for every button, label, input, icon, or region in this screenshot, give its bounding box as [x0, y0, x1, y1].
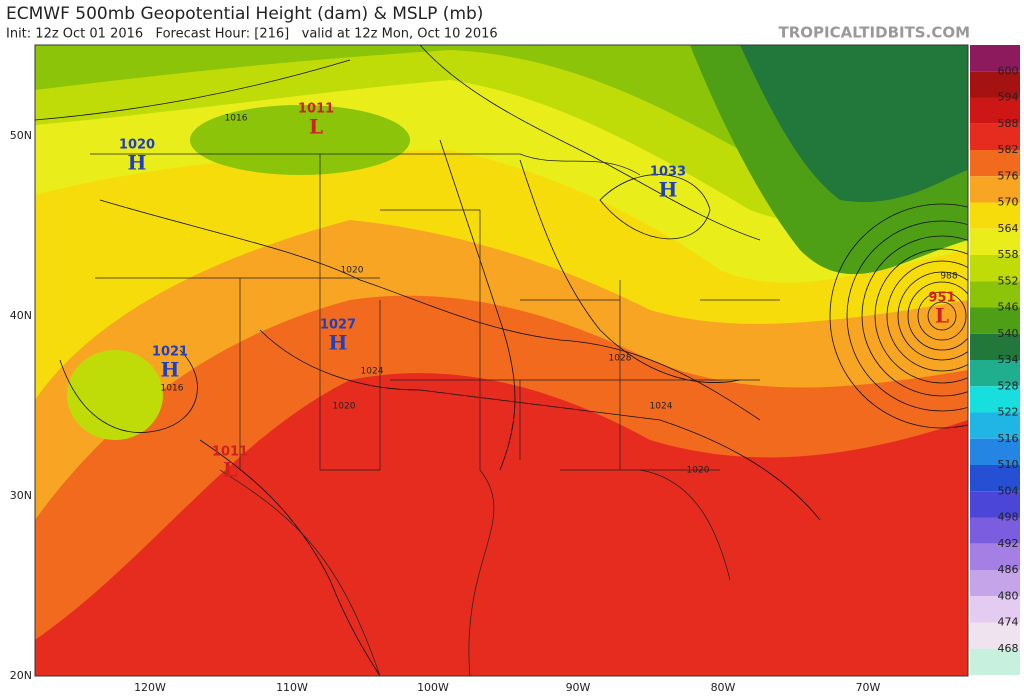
- contour-label: 1020: [333, 402, 356, 412]
- colorbar-label: 600: [998, 64, 1019, 77]
- colorbar-swatch: [970, 543, 1020, 570]
- title: ECMWF 500mb Geopotential Height (dam) & …: [6, 4, 483, 24]
- colorbar-swatch: [970, 360, 1020, 387]
- colorbar-swatch: [970, 202, 1020, 229]
- colorbar-swatch: [970, 570, 1020, 597]
- lon-label: 120W: [134, 681, 166, 694]
- contour-label: 1016: [225, 114, 248, 124]
- colorbar-label: 576: [998, 169, 1019, 182]
- colorbar-swatch: [970, 491, 1020, 518]
- pressure-value: 1011: [212, 445, 248, 460]
- blob-564: [67, 350, 163, 440]
- colorbar-label: 546: [998, 301, 1019, 314]
- contour-label: 1020: [341, 266, 364, 276]
- pressure-letter: H: [128, 151, 147, 175]
- colorbar-swatch: [970, 412, 1020, 439]
- pressure-letter: L: [223, 458, 237, 482]
- pressure-value: 951: [928, 291, 955, 306]
- pressure-letter: L: [935, 304, 949, 328]
- colorbar-swatch: [970, 255, 1020, 282]
- lat-label: 50N: [10, 129, 32, 142]
- lon-label: 110W: [276, 681, 308, 694]
- lon-label: 70W: [856, 681, 881, 694]
- colorbar-label: 582: [998, 143, 1019, 156]
- colorbar-swatch: [970, 150, 1020, 177]
- pressure-value: 1027: [320, 318, 356, 333]
- colorbar-label: 510: [998, 458, 1019, 471]
- pressure-value: 1033: [650, 165, 686, 180]
- contour-label: 1024: [361, 367, 384, 377]
- pressure-value: 1011: [298, 102, 334, 117]
- source: TROPICALTIDBITS.COM: [779, 24, 971, 42]
- colorbar-label: 564: [998, 222, 1019, 235]
- contour-label: 1020: [687, 466, 710, 476]
- colorbar-swatch: [970, 596, 1020, 623]
- pressure-letter: H: [659, 178, 678, 202]
- lon-label: 100W: [417, 681, 449, 694]
- colorbar-label: 528: [998, 379, 1019, 392]
- colorbar-swatch: [970, 228, 1020, 255]
- colorbar-swatch: [970, 123, 1020, 150]
- pressure-letter: H: [329, 331, 348, 355]
- colorbar-swatch: [970, 438, 1020, 465]
- pressure-value: 1020: [119, 138, 155, 153]
- colorbar-swatch: [970, 465, 1020, 492]
- map: [35, 45, 968, 676]
- colorbar-swatch: [970, 97, 1020, 124]
- colorbar-label: 498: [998, 511, 1019, 524]
- colorbar-swatch: [970, 333, 1020, 360]
- pressure-letter: L: [309, 115, 323, 139]
- lat-label: 40N: [10, 309, 32, 322]
- colorbar-swatch: [970, 386, 1020, 413]
- map-frame: [34, 44, 969, 677]
- contour-label: 1028: [609, 354, 632, 364]
- band-546: [740, 45, 968, 203]
- colorbar-label: 540: [998, 327, 1019, 340]
- colorbar-swatch: [970, 71, 1020, 98]
- colorbar-swatch: [970, 45, 1020, 72]
- colorbar-label: 474: [998, 616, 1019, 629]
- lon-label: 90W: [566, 681, 591, 694]
- contour-label: 1016: [161, 384, 184, 394]
- colorbar-label: 468: [998, 642, 1019, 655]
- colorbar-label: 594: [998, 91, 1019, 104]
- colorbar-label: 492: [998, 537, 1019, 550]
- isobars: [35, 45, 968, 676]
- colorbar-swatch: [970, 307, 1020, 334]
- colorbar-label: 558: [998, 248, 1019, 261]
- pressure-value: 1021: [152, 345, 188, 360]
- colorbar-label: 552: [998, 274, 1019, 287]
- contour-label: 988: [940, 272, 957, 282]
- colorbar-label: 570: [998, 196, 1019, 209]
- colorbar-swatch: [970, 281, 1020, 308]
- colorbar-swatch: [970, 648, 1020, 675]
- lat-label: 20N: [10, 669, 32, 682]
- colorbar-label: 480: [998, 589, 1019, 602]
- colorbar-swatch: [970, 622, 1020, 649]
- colorbar-label: 534: [998, 353, 1019, 366]
- colorbar-label: 522: [998, 406, 1019, 419]
- lon-label: 80W: [711, 681, 736, 694]
- subtitle: Init: 12z Oct 01 2016 Forecast Hour: [21…: [6, 27, 498, 42]
- blob-558: [190, 105, 410, 175]
- contour-label: 1024: [650, 402, 673, 412]
- colorbar-swatch: [970, 517, 1020, 544]
- colorbar-label: 516: [998, 432, 1019, 445]
- colorbar-swatch: [970, 176, 1020, 203]
- lat-label: 30N: [10, 489, 32, 502]
- colorbar-label: 588: [998, 117, 1019, 130]
- colorbar-label: 486: [998, 563, 1019, 576]
- boundaries: [90, 153, 780, 676]
- colorbar-label: 504: [998, 484, 1019, 497]
- pressure-letter: H: [161, 358, 180, 382]
